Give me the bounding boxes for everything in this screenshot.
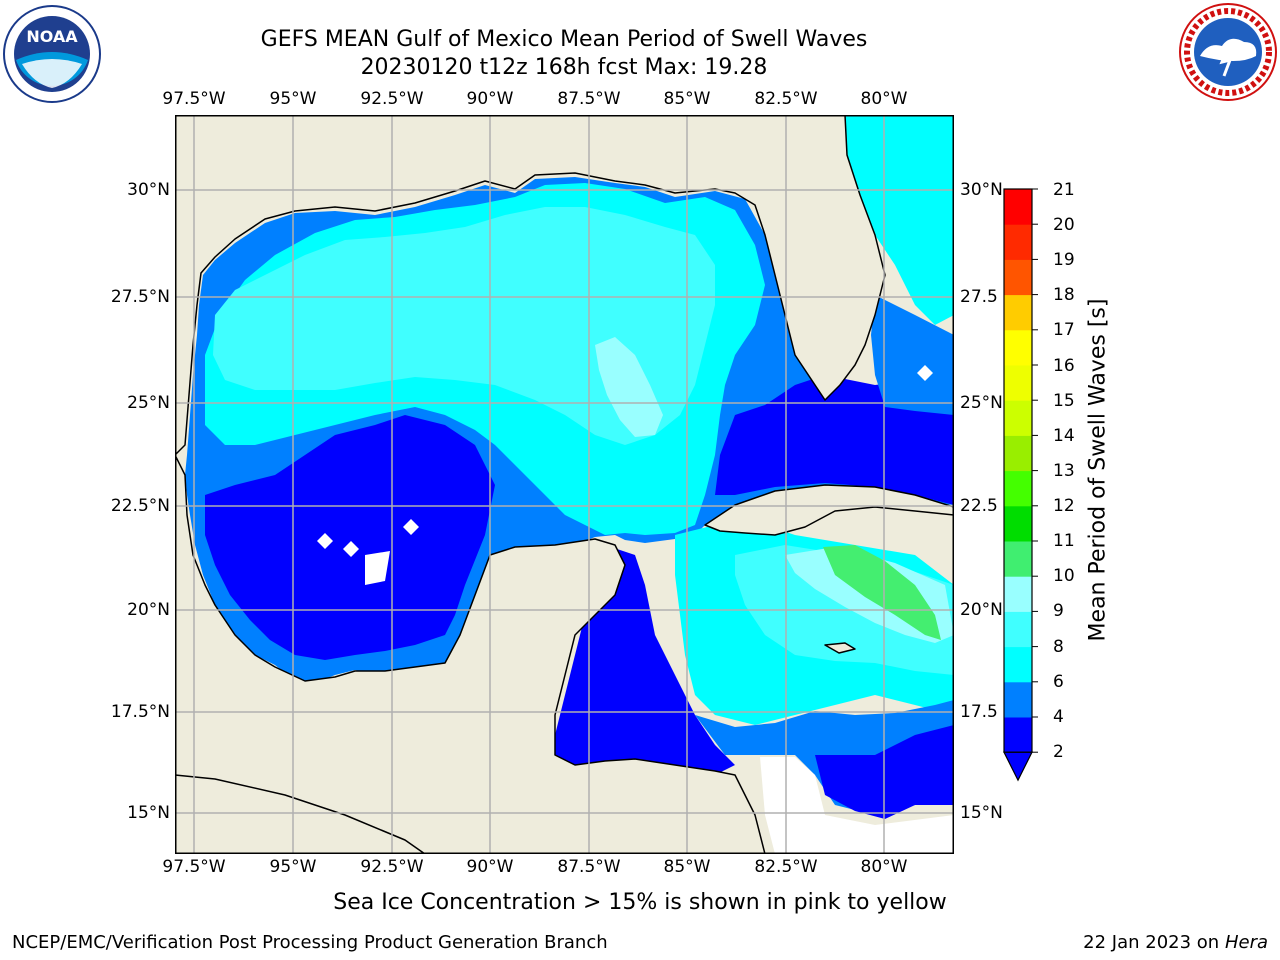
colorbar-tick-label: 14 [1053, 426, 1075, 446]
gulf-deep-blue-west [205, 415, 495, 660]
colorbar-tick-label: 8 [1053, 637, 1064, 657]
credit-date-text: 22 Jan 2023 on [1083, 932, 1220, 953]
lat-label-left: 22.5°N [110, 496, 170, 516]
lon-label-top: 85°W [663, 89, 711, 109]
colorbar-segment [1004, 646, 1032, 683]
credit-date: 22 Jan 2023 on Hera [1083, 932, 1268, 953]
colorbar-segment [1004, 400, 1032, 436]
colorbar-segment [1004, 505, 1032, 542]
lon-label-bottom: 95°W [269, 857, 317, 877]
lon-label-top: 87.5°W [557, 89, 621, 109]
colorbar [1003, 188, 1038, 782]
colorbar-segment [1004, 224, 1032, 260]
lon-label-top: 97.5°W [162, 89, 226, 109]
colorbar-segment [1004, 541, 1032, 577]
lon-label-top: 82.5°W [754, 89, 818, 109]
colorbar-segment [1004, 470, 1032, 507]
lat-label-right: 25°N [960, 393, 1003, 413]
jamaica [824, 642, 856, 654]
lat-label-right: 27.5 [960, 287, 998, 307]
colorbar-segment [1004, 189, 1032, 225]
lon-label-bottom: 97.5°W [162, 857, 226, 877]
colorbar-segment [1004, 717, 1032, 753]
lat-label-left: 30°N [127, 180, 170, 200]
nws-logo [1179, 3, 1277, 101]
colorbar-segment [1004, 365, 1032, 401]
colorbar-segment [1004, 681, 1032, 718]
missing-patch [403, 519, 419, 535]
colorbar-segment [1004, 294, 1032, 331]
lon-label-bottom: 92.5°W [360, 857, 424, 877]
lat-label-right: 15°N [960, 803, 1003, 823]
colorbar-tick-label: 9 [1053, 601, 1064, 621]
colorbar-segment [1004, 611, 1032, 648]
gulf-pale-cyan-patch [595, 337, 663, 437]
lon-label-bottom: 90°W [466, 857, 514, 877]
colorbar-tick-label: 21 [1053, 180, 1075, 200]
lat-label-left: 20°N [127, 600, 170, 620]
lat-label-right: 17.5 [960, 702, 998, 722]
colorbar-tick-label: 12 [1053, 496, 1075, 516]
atlantic-blue [871, 295, 954, 415]
map-subtitle: 20230120 t12z 168h fcst Max: 19.28 [360, 55, 768, 80]
map-title: GEFS MEAN Gulf of Mexico Mean Period of … [260, 27, 868, 52]
colorbar-tick-label: 10 [1053, 566, 1075, 586]
colorbar-tick-label: 20 [1053, 215, 1075, 235]
lon-label-bottom: 87.5°W [557, 857, 621, 877]
lat-label-left: 27.5°N [110, 287, 170, 307]
credit-machine: Hera [1224, 932, 1268, 953]
cuba [704, 484, 954, 536]
lat-label-left: 17.5°N [110, 702, 170, 722]
colorbar-tick-label: 18 [1053, 285, 1075, 305]
us-coast [175, 115, 886, 456]
atlantic-cyan [845, 115, 954, 325]
colorbar-extend-triangle [1003, 751, 1033, 782]
missing-patch [760, 757, 954, 854]
colorbar-tick-label: 17 [1053, 320, 1075, 340]
colorbar-segment [1004, 576, 1032, 612]
sea-ice-footnote: Sea Ice Concentration > 15% is shown in … [333, 890, 947, 915]
colorbar-tick-label: 4 [1053, 707, 1064, 727]
lat-label-left: 15°N [127, 803, 170, 823]
lon-label-bottom: 82.5°W [754, 857, 818, 877]
colorbar-segment [1004, 329, 1032, 366]
lat-label-right: 30°N [960, 180, 1003, 200]
colorbar-segment [1004, 259, 1032, 296]
colorbar-label: Mean Period of Swell Waves [s] [1085, 298, 1111, 642]
lon-label-top: 95°W [269, 89, 317, 109]
missing-patch [365, 551, 390, 585]
colorbar-tick-label: 2 [1053, 742, 1064, 762]
colorbar-tick-label: 16 [1053, 356, 1075, 376]
lat-label-left: 25°N [127, 393, 170, 413]
noaa-logo: NOAA [3, 5, 101, 103]
colorbar-tick-label: 19 [1053, 250, 1075, 270]
lon-label-top: 92.5°W [360, 89, 424, 109]
lat-label-right: 20°N [960, 600, 1003, 620]
credit-org: NCEP/EMC/Verification Post Processing Pr… [12, 932, 608, 953]
colorbar-tick-label: 13 [1053, 461, 1075, 481]
lon-label-top: 90°W [466, 89, 514, 109]
missing-patch [343, 541, 359, 557]
map-panel [175, 115, 954, 854]
lon-label-bottom: 80°W [860, 857, 908, 877]
colorbar-tick-label: 15 [1053, 391, 1075, 411]
missing-patch [917, 365, 933, 381]
lat-label-right: 22.5 [960, 496, 998, 516]
missing-patch [317, 533, 333, 549]
lon-label-top: 80°W [860, 89, 908, 109]
mexico-coast [175, 454, 766, 854]
svg-text:NOAA: NOAA [26, 27, 78, 46]
colorbar-tick-label: 6 [1053, 672, 1064, 692]
lon-label-bottom: 85°W [663, 857, 711, 877]
caribbean-green-patch [823, 545, 941, 640]
colorbar-tick-label: 11 [1053, 531, 1075, 551]
colorbar-segment [1004, 435, 1032, 472]
